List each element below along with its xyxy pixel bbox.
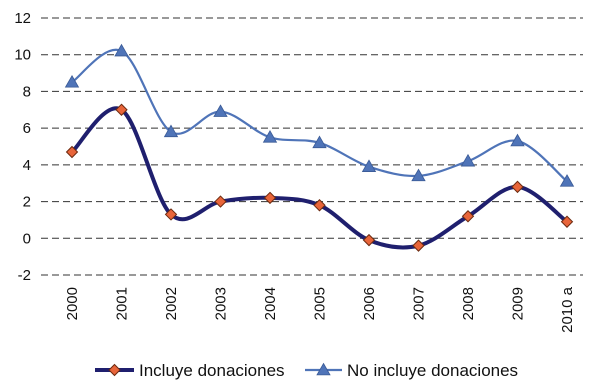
- data-point-diamond: [214, 195, 227, 208]
- legend-triangle-marker: [316, 362, 331, 376]
- data-point-triangle: [510, 133, 525, 147]
- x-tick-label: 2002: [163, 287, 180, 320]
- data-point-triangle: [262, 130, 278, 143]
- data-point-diamond: [313, 199, 326, 212]
- data-point-diamond: [560, 215, 574, 228]
- legend-item-no-incluye-donaciones: No incluye donaciones: [305, 361, 518, 380]
- series-no-incluye-donaciones: [64, 43, 575, 187]
- y-axis-tick-labels: -2 0 2 4 6 8 10 12: [14, 10, 31, 284]
- data-point-triangle: [312, 135, 327, 149]
- y-tick-label: 12: [14, 10, 31, 27]
- data-point-triangle: [460, 153, 476, 167]
- series-line: [70, 48, 569, 183]
- x-tick-label: 2008: [460, 287, 477, 320]
- y-tick-label: 2: [23, 194, 31, 211]
- data-point-diamond: [115, 103, 128, 116]
- series-incluye-donaciones: [65, 103, 574, 252]
- data-point-triangle: [114, 43, 129, 57]
- data-point-diamond: [362, 233, 376, 247]
- data-point-triangle: [361, 159, 377, 172]
- data-point-triangle: [213, 104, 228, 117]
- y-tick-label: 6: [23, 120, 31, 137]
- legend-label: Incluye donaciones: [139, 361, 285, 380]
- gridlines: [41, 17, 583, 276]
- x-tick-label: 2003: [213, 287, 230, 320]
- x-tick-label: 2010 a: [559, 286, 576, 333]
- y-tick-label: 4: [23, 157, 31, 174]
- y-tick-label: -2: [18, 267, 31, 284]
- legend-diamond-marker: [108, 363, 121, 377]
- data-point-triangle: [163, 124, 179, 138]
- x-tick-label: 2004: [262, 287, 279, 320]
- x-tick-label: 2009: [510, 287, 527, 320]
- data-point-diamond: [164, 208, 178, 221]
- x-tick-label: 2007: [411, 287, 428, 320]
- data-point-diamond: [65, 145, 79, 159]
- data-point-diamond: [461, 210, 475, 223]
- data-point-diamond: [263, 191, 277, 205]
- data-point-triangle: [559, 174, 575, 187]
- x-axis-tick-labels: 2000 2001 2002 2003 2004 2005 2006 2007 2008 2009…: [64, 286, 576, 333]
- x-tick-label: 2006: [361, 287, 378, 320]
- y-tick-label: 10: [14, 47, 31, 64]
- series-line: [70, 106, 569, 250]
- y-tick-label: 0: [23, 230, 31, 247]
- legend: Incluye donaciones No incluye donaciones: [95, 361, 518, 380]
- data-point-triangle: [411, 168, 426, 182]
- legend-label: No incluye donaciones: [347, 361, 518, 380]
- data-point-diamond: [511, 180, 524, 194]
- data-series: [64, 43, 575, 252]
- data-point-triangle: [64, 74, 80, 88]
- y-tick-label: 8: [23, 83, 31, 100]
- data-point-diamond: [412, 239, 425, 252]
- x-tick-label: 2005: [312, 287, 329, 320]
- x-tick-label: 2000: [64, 287, 81, 320]
- x-tick-label: 2001: [114, 287, 131, 320]
- legend-item-incluye-donaciones: Incluye donaciones: [95, 361, 285, 380]
